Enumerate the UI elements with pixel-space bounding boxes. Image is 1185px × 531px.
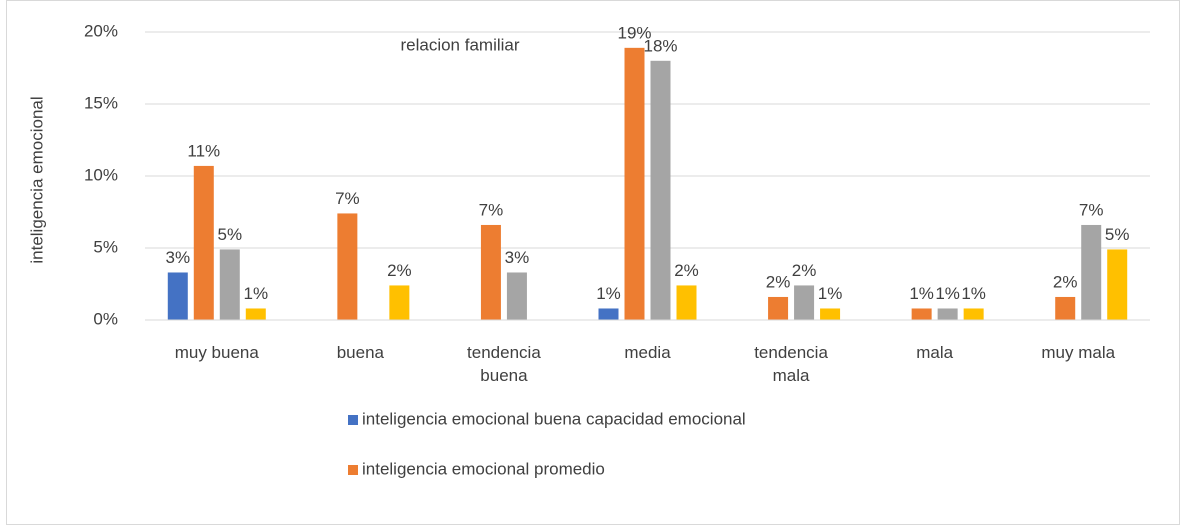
bar xyxy=(624,47,645,321)
x-tick-label: muy mala xyxy=(1041,343,1116,362)
data-label: 3% xyxy=(505,248,530,267)
data-label: 2% xyxy=(387,261,412,280)
bar xyxy=(676,285,697,320)
bar xyxy=(167,272,188,320)
bar xyxy=(598,308,619,320)
x-tick-label: muy buena xyxy=(174,343,259,362)
bar xyxy=(794,285,815,320)
legend-label: inteligencia emocional buena capacidad e… xyxy=(362,409,746,428)
bar xyxy=(937,308,958,320)
bar xyxy=(245,308,266,320)
data-label: 18% xyxy=(643,36,677,55)
y-tick-label: 10% xyxy=(84,165,118,184)
y-tick-label: 0% xyxy=(93,309,118,328)
x-tick-label: buena xyxy=(336,343,384,362)
data-label: 5% xyxy=(217,225,242,244)
bar xyxy=(1081,224,1102,320)
data-label: 1% xyxy=(243,284,268,303)
bar xyxy=(219,249,240,320)
data-label: 1% xyxy=(818,284,843,303)
data-label: 19% xyxy=(617,23,651,42)
bar xyxy=(193,165,214,320)
bar xyxy=(1107,249,1128,320)
legend-swatch xyxy=(348,415,358,425)
bar xyxy=(1055,296,1076,320)
x-tick-label: tendencia buena xyxy=(467,343,541,385)
y-tick-label: 5% xyxy=(93,237,118,256)
data-label: 2% xyxy=(1053,272,1078,291)
bar xyxy=(480,224,501,320)
x-tick-label: tendencia mala xyxy=(754,343,828,385)
data-label: 7% xyxy=(479,200,504,219)
legend-label: inteligencia emocional promedio xyxy=(362,459,605,478)
y-tick-label: 20% xyxy=(84,21,118,40)
data-label: 1% xyxy=(909,284,934,303)
data-label: 1% xyxy=(935,284,960,303)
data-label: 1% xyxy=(596,284,621,303)
data-label: 3% xyxy=(165,248,190,267)
x-tick-label: mala xyxy=(916,343,954,362)
data-label: 7% xyxy=(1079,200,1104,219)
chart-title: relacion familiar xyxy=(400,35,519,54)
data-label: 2% xyxy=(792,261,817,280)
data-label: 11% xyxy=(187,141,220,160)
data-label: 2% xyxy=(766,272,791,291)
bar xyxy=(768,296,789,320)
bar xyxy=(506,272,527,320)
legend-swatch xyxy=(348,465,358,475)
data-label: 2% xyxy=(674,261,699,280)
x-tick-label: media xyxy=(624,343,671,362)
bar xyxy=(911,308,932,320)
data-label: 7% xyxy=(335,189,360,208)
data-label: 1% xyxy=(961,284,986,303)
bar xyxy=(820,308,841,320)
y-axis-label: inteligencia emocional xyxy=(27,96,46,263)
bar xyxy=(650,60,671,321)
y-tick-label: 15% xyxy=(84,93,118,112)
bar xyxy=(389,285,410,320)
data-label: 5% xyxy=(1105,225,1130,244)
bar xyxy=(963,308,984,320)
bar xyxy=(337,213,358,320)
